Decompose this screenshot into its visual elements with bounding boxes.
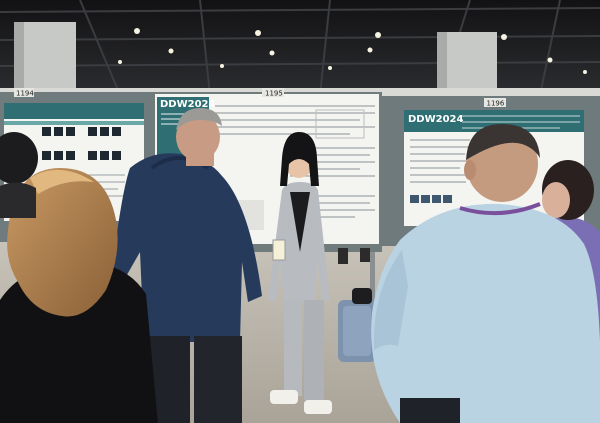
- person-far-left: [0, 132, 38, 218]
- ceiling: [0, 0, 600, 95]
- ceiling-trusses: [0, 0, 600, 96]
- board-number-left: 1194: [16, 90, 34, 98]
- poster-header-center: DDW2024: [160, 99, 216, 110]
- board-number-right: 1196: [487, 100, 505, 108]
- board-number-center: 1195: [265, 90, 283, 98]
- presenter-woman: [268, 132, 332, 414]
- man-navy-blazer: [112, 108, 262, 423]
- poster-header-right: DDW2024: [408, 114, 464, 125]
- rolling-suitcase: [338, 288, 376, 362]
- man-light-blue-shirt: [371, 124, 600, 423]
